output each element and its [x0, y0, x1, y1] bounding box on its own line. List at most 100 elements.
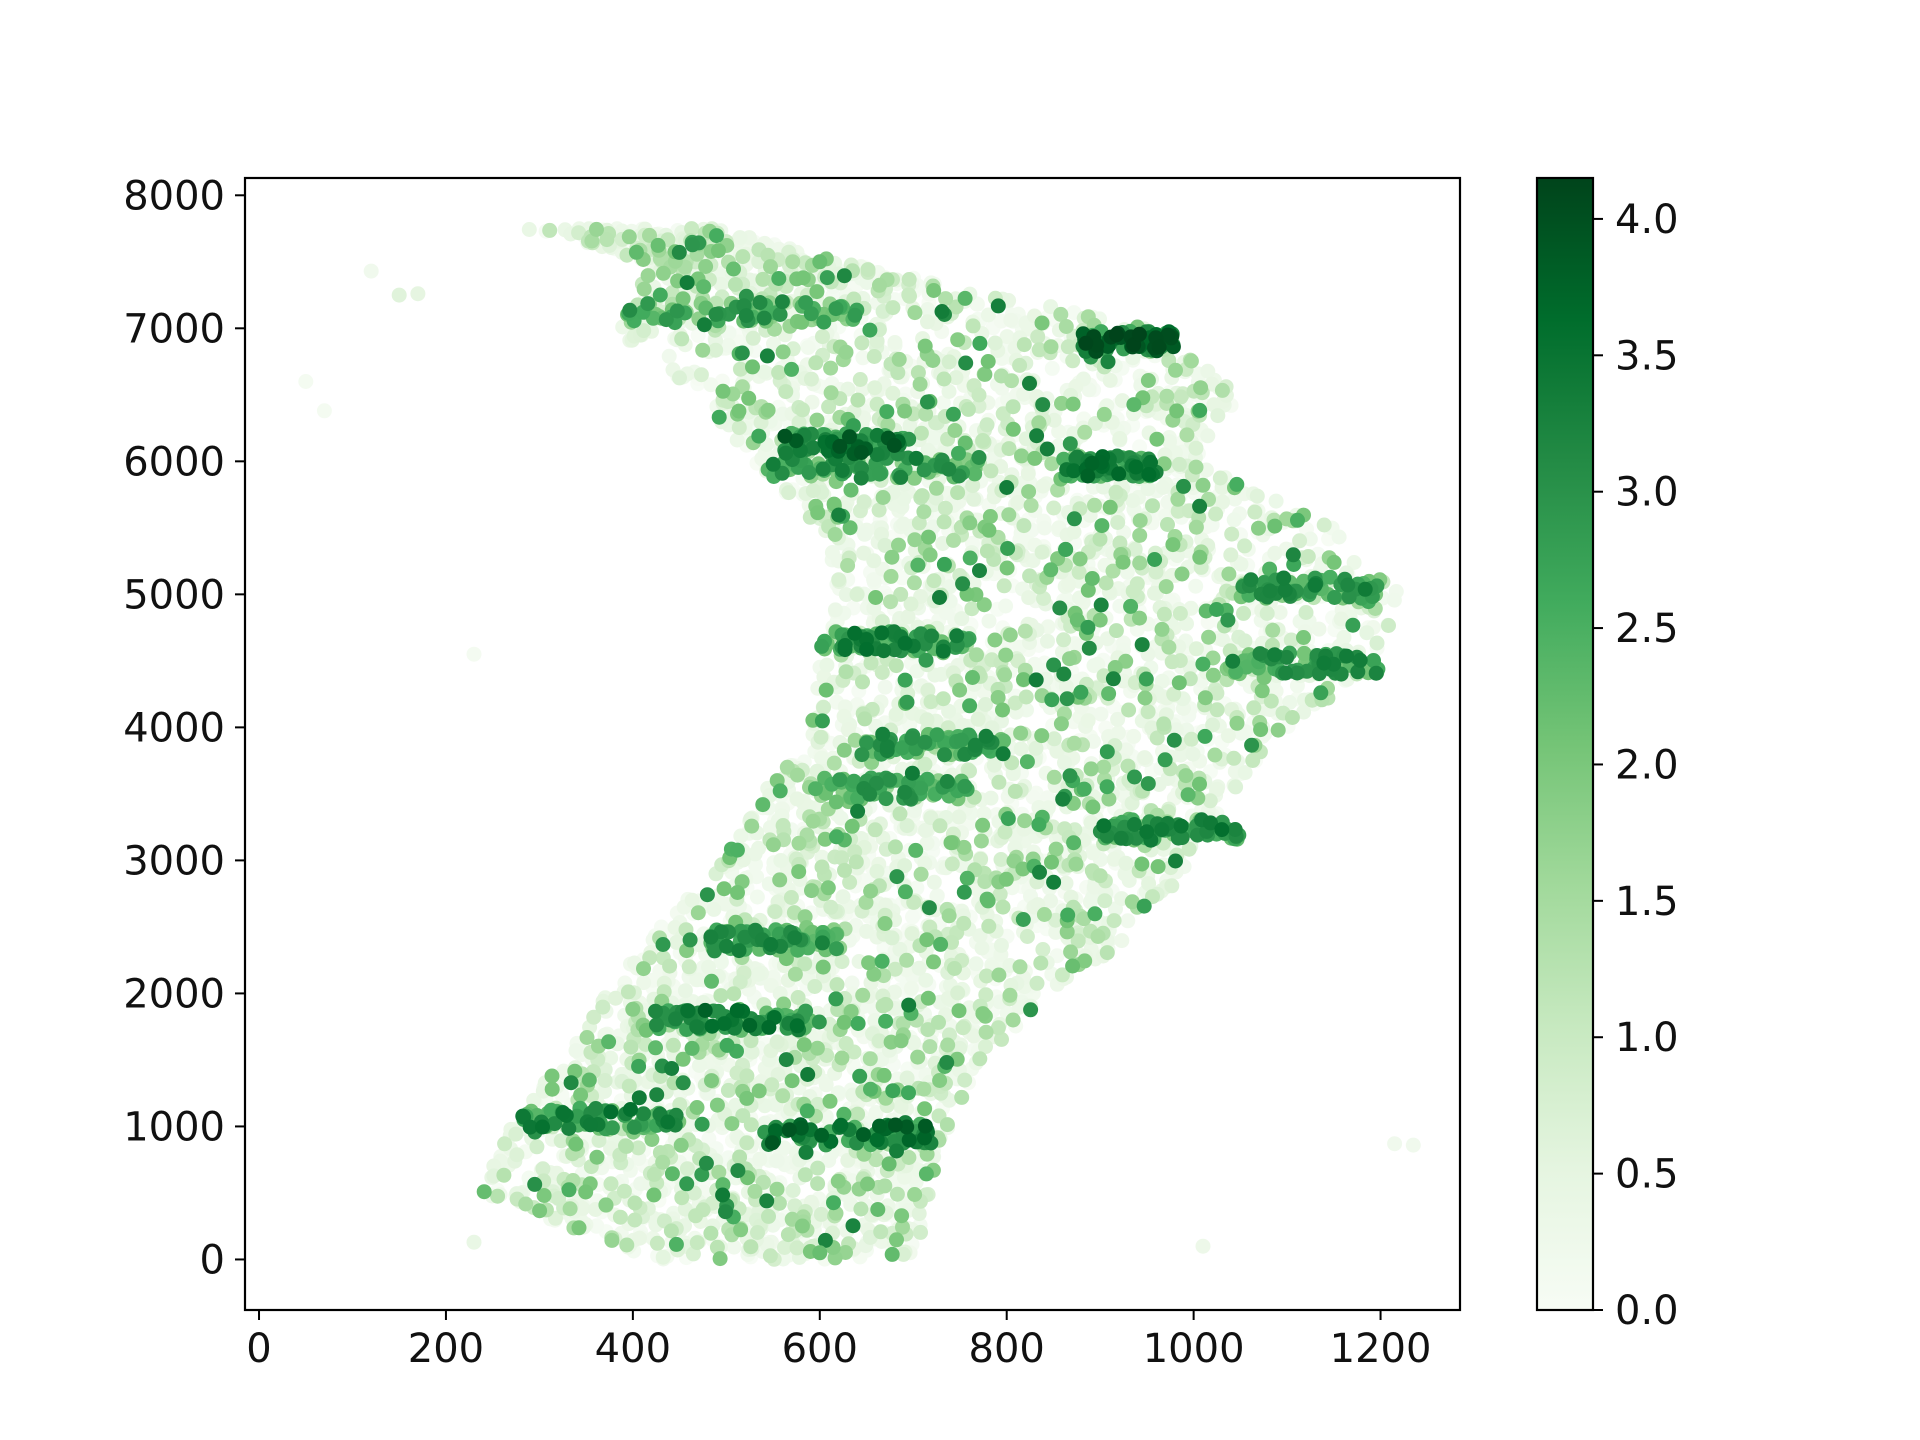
scatter-point: [861, 955, 877, 971]
scatter-point: [1193, 380, 1209, 396]
scatter-point: [1247, 504, 1263, 520]
scatter-point: [849, 586, 865, 602]
scatter-point: [1168, 362, 1183, 378]
scatter-point: [1254, 683, 1270, 699]
scatter-point: [769, 1153, 785, 1169]
scatter-point: [833, 810, 849, 826]
scatter-point: [972, 928, 988, 944]
scatter-point: [920, 442, 936, 458]
scatter-point: [929, 480, 944, 496]
scatter-point: [893, 1033, 909, 1049]
scatter-point: [1336, 629, 1352, 645]
scatter-point: [739, 1135, 755, 1151]
scatter-point: [518, 1196, 534, 1212]
scatter-point: [1086, 879, 1102, 895]
scatter-point: [913, 1224, 928, 1240]
scatter-point: [762, 1248, 778, 1264]
scatter-point: [850, 1106, 866, 1122]
scatter-point: [1099, 945, 1115, 961]
scatter-point: [1201, 629, 1217, 645]
scatter-point: [1292, 533, 1308, 549]
scatter-point: [950, 332, 966, 348]
scatter-point: [1066, 735, 1082, 751]
scatter-point: [1017, 623, 1033, 639]
scatter-point: [814, 859, 830, 875]
scatter-point: [1228, 779, 1244, 795]
scatter-point: [805, 483, 821, 499]
scatter-point: [1158, 579, 1174, 595]
scatter-point: [866, 349, 882, 364]
scatter-point: [655, 1249, 671, 1265]
scatter-point: [960, 401, 976, 417]
scatter-point: [790, 767, 805, 783]
scatter-point: [1200, 363, 1216, 379]
scatter-point: [877, 1178, 893, 1194]
scatter-point: [875, 490, 891, 505]
scatter-point: [974, 940, 990, 956]
scatter-point: [1298, 605, 1314, 620]
scatter-point: [883, 568, 899, 584]
scatter-point: [1237, 538, 1253, 554]
scatter-point: [1051, 424, 1067, 439]
scatter-point: [619, 1237, 635, 1253]
scatter-point: [975, 817, 991, 833]
scatter-point: [955, 1020, 971, 1036]
scatter-point: [640, 268, 656, 284]
scatter-point: [909, 880, 925, 896]
scatter-point: [1043, 893, 1058, 909]
scatter-point: [950, 985, 966, 1001]
scatter-point: [1132, 513, 1148, 529]
scatter-point: [1386, 592, 1402, 608]
scatter-point: [712, 1251, 728, 1267]
scatter-point: [1108, 484, 1124, 500]
scatter-point: [1224, 526, 1240, 542]
scatter-point: [850, 392, 866, 408]
scatter-point: [496, 1167, 512, 1183]
scatter-point: [937, 500, 953, 516]
scatter-point: [914, 488, 930, 504]
scatter-point: [724, 1116, 740, 1132]
scatter-point: [1002, 627, 1018, 643]
scatter-point: [1331, 529, 1347, 545]
scatter-point: [562, 1201, 578, 1217]
scatter-point: [1179, 427, 1195, 443]
scatter-point: [1120, 913, 1136, 929]
scatter-point: [969, 647, 984, 663]
scatter-point: [991, 967, 1007, 983]
scatter-point: [1106, 913, 1122, 929]
scatter-point: [571, 1220, 587, 1236]
scatter-point: [1085, 845, 1101, 861]
scatter-point: [796, 1037, 812, 1053]
scatter-point: [1210, 408, 1226, 424]
scatter-point: [713, 988, 729, 1004]
scatter-point: [708, 342, 724, 358]
scatter-point: [1012, 357, 1028, 373]
scatter-point: [916, 1081, 932, 1097]
scatter-point: [1215, 632, 1230, 648]
scatter-point: [999, 560, 1015, 576]
scatter-point: [790, 990, 806, 1005]
scatter-point: [857, 711, 873, 727]
scatter-point: [1027, 450, 1043, 466]
scatter-point: [932, 818, 948, 834]
scatter-point: [1029, 975, 1045, 991]
scatter-point: [837, 862, 852, 878]
scatter-point: [822, 1093, 838, 1109]
scatter-point: [977, 366, 993, 382]
scatter-point: [1311, 621, 1327, 637]
scatter-point: [672, 370, 687, 386]
scatter-point: [976, 806, 992, 822]
scatter-point: [815, 329, 830, 345]
scatter-point: [830, 1173, 846, 1189]
scatter-point: [1251, 520, 1266, 536]
scatter-point: [919, 835, 935, 851]
scatter-point: [1092, 531, 1108, 547]
scatter-point: [887, 839, 903, 855]
scatter-point: [1272, 605, 1288, 620]
scatter-point: [807, 979, 823, 994]
scatter-point: [1086, 658, 1102, 674]
scatter-point: [1048, 841, 1064, 857]
scatter-point: [820, 880, 836, 896]
scatter-point: [899, 1070, 915, 1086]
scatter-point: [860, 1176, 875, 1192]
